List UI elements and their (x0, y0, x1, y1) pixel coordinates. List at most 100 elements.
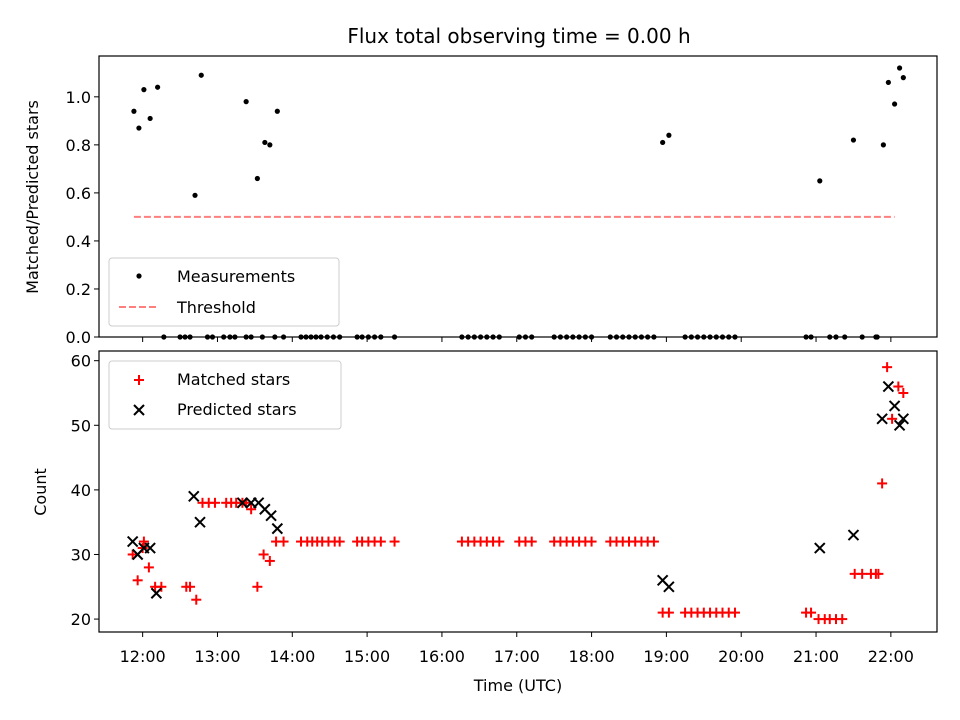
measurements-point (267, 142, 273, 148)
y-tick-label: 0.0 (66, 328, 91, 347)
matched-stars-point (882, 362, 893, 373)
legend-marker-matched-stars (134, 375, 144, 385)
matched-stars-point (138, 536, 149, 547)
matched-stars-point (494, 536, 505, 547)
top-legend-box (108, 257, 340, 327)
legend-label-predicted-stars: Predicted stars (177, 400, 297, 419)
measurements-point (262, 139, 268, 146)
matched-stars-point (663, 607, 674, 618)
legend-marker-predicted-stars (133, 404, 145, 416)
predicted-stars-point (888, 400, 901, 412)
x-tick-label: 19:00 (643, 647, 689, 666)
matched-stars-point (191, 594, 202, 605)
top-axes-frame (98, 55, 938, 338)
matched-stars-point (877, 478, 888, 489)
matched-stars-point (389, 536, 400, 547)
top-panel: 0.0 0.2 0.4 0.6 0.8 1.0 Matched/Predicted sta… (23, 55, 938, 347)
matched-stars-point (209, 497, 220, 508)
x-tick-label: 14:00 (269, 647, 315, 666)
matched-stars-point (887, 413, 898, 424)
bottom-panel: 20 30 40 50 60 12:00 13:00 14:00 15:00 16:00 17:00… (31, 350, 938, 695)
y-tick-label: 30 (71, 545, 91, 564)
legend-marker-measurements (136, 273, 142, 279)
x-tick-label: 15:00 (344, 647, 390, 666)
bottom-plot-area: 20 30 40 50 60 12:00 13:00 14:00 15:00 16:00 17:00… (71, 352, 914, 666)
matched-stars-point (729, 607, 740, 618)
measurements-point (666, 132, 672, 138)
matched-stars-point (127, 549, 138, 560)
predicted-stars-point (893, 419, 906, 431)
measurements-point (131, 108, 137, 114)
bottom-legend: Matched stars Predicted stars (108, 360, 342, 430)
matched-stars-point (185, 581, 196, 592)
measurements-point (136, 125, 142, 131)
bottom-y-axis-label: Count (31, 468, 50, 516)
predicted-stars-point (897, 413, 910, 425)
x-tick-label: 12:00 (120, 647, 166, 666)
matched-stars-point (648, 536, 659, 547)
x-tick-label: 20:00 (718, 647, 764, 666)
measurements-point (660, 139, 666, 146)
predicted-stars-point (663, 581, 675, 593)
matched-stars-point (143, 562, 154, 573)
matched-stars-point (156, 581, 167, 592)
measurements-point (155, 84, 161, 90)
predicted-stars-point (188, 490, 200, 503)
predicted-stars-point (236, 497, 249, 509)
measurements-point (896, 65, 903, 71)
x-tick-label: 21:00 (793, 647, 839, 666)
measurements-point (900, 75, 906, 81)
matched-stars-point (264, 555, 275, 566)
matched-stars-point (806, 607, 817, 618)
predicted-stars-point (814, 542, 826, 554)
measurements-point (274, 108, 280, 114)
matched-stars-point (837, 614, 848, 625)
y-tick-label: 20 (71, 610, 91, 629)
matched-stars-point (252, 581, 263, 592)
y-tick-label: 0.4 (66, 232, 91, 251)
predicted-stars-point (882, 380, 895, 393)
x-tick-label: 16:00 (419, 647, 465, 666)
bottom-legend-box (108, 360, 342, 430)
measurements-point (141, 87, 147, 93)
legend-label-threshold: Threshold (176, 298, 256, 317)
matched-stars-point (526, 536, 537, 547)
predicted-stars-point (126, 535, 139, 548)
x-tick-label: 18:00 (569, 647, 615, 666)
predicted-stars-point (150, 587, 163, 599)
measurements-point (254, 175, 260, 182)
predicted-stars-point (847, 529, 860, 541)
matched-stars-point (334, 536, 345, 547)
top-legend: Measurements Threshold (108, 257, 340, 327)
matched-stars-point (893, 381, 904, 392)
y-tick-label: 60 (71, 352, 91, 371)
x-tick-label: 17:00 (494, 647, 540, 666)
matched-stars-point (246, 504, 257, 515)
measurements-point (880, 142, 886, 148)
y-tick-label: 1.0 (66, 88, 91, 107)
matched-stars-point (898, 387, 909, 398)
matched-stars-point (278, 536, 289, 547)
predicted-stars-point (144, 542, 156, 554)
measurements-point (198, 72, 204, 78)
legend-label-measurements: Measurements (177, 267, 295, 286)
matched-stars-point (375, 536, 386, 547)
bottom-axes-frame (98, 350, 938, 633)
measurements-point (885, 79, 891, 86)
y-tick-label: 0.8 (66, 136, 91, 155)
measurements-point (147, 115, 153, 122)
measurements-point (817, 178, 823, 184)
matched-stars-point (873, 568, 884, 579)
predicted-stars-point (876, 413, 888, 425)
predicted-stars-point (265, 510, 277, 522)
x-tick-label: 22:00 (868, 647, 914, 666)
measurements-point (892, 101, 898, 107)
top-y-axis-label: Matched/Predicted stars (23, 100, 42, 294)
measurements-point (850, 137, 857, 143)
predicted-stars-point (194, 516, 206, 528)
y-tick-label: 50 (71, 416, 91, 435)
y-tick-label: 0.2 (66, 280, 91, 299)
chart-title: Flux total observing time = 0.00 h (347, 24, 690, 48)
